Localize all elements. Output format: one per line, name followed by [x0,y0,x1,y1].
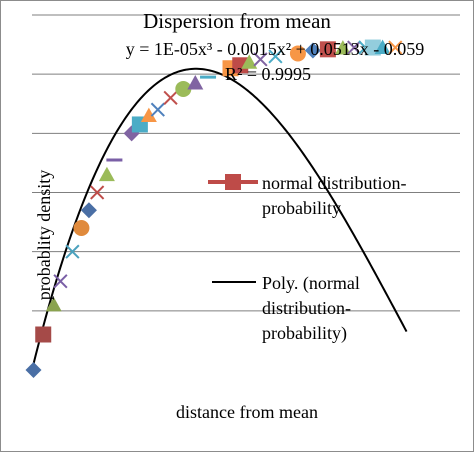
trendline-layer [31,67,408,371]
data-point [347,40,362,55]
data-point [25,362,42,378]
x-axis-label: distance from mean [176,402,318,422]
data-point [150,102,165,117]
data-point [123,125,140,142]
legend-entry-series: normal distribution- probability [208,173,406,218]
data-point [241,54,258,69]
data-point [73,220,90,236]
data-point [90,185,105,200]
legend-square-marker [225,174,241,190]
data-point [187,75,204,90]
data-point [98,166,115,182]
data-point [319,41,336,58]
data-point [268,49,283,64]
trendline-equation: y = 1E-05x³ - 0.0015x² + 0.0513x - 0.059 [126,39,425,59]
legend-label-trendline-line3: probability) [262,323,347,344]
legend-label-series-line2: probability [262,198,341,218]
data-point [80,202,97,219]
trendline-poly [31,67,408,371]
r-squared-label: R² = 0.9995 [225,64,311,84]
legend-label-series-line1: normal distribution- [262,173,406,193]
data-point [374,39,391,54]
legend: normal distribution- probability Poly. (… [208,173,406,344]
chart-title: Dispersion from mean [143,9,331,33]
data-point [163,90,178,105]
data-point [289,45,306,62]
data-point [53,274,68,289]
data-point [35,326,52,343]
legend-label-trendline-line2: distribution- [262,298,351,318]
y-axis-label: probablity density [34,170,54,300]
data-point [65,244,80,259]
data-point [388,40,403,55]
legend-entry-trendline: Poly. (normal distribution- probability) [212,273,360,344]
data-point [253,52,268,67]
legend-label-trendline-line1: Poly. (normal [262,273,360,294]
data-point [175,80,192,97]
data-points [25,39,403,378]
data-point [334,40,351,55]
data-point [140,107,157,122]
data-point [45,296,62,312]
data-point [232,57,249,74]
gridlines [32,14,460,312]
data-point [304,42,321,59]
